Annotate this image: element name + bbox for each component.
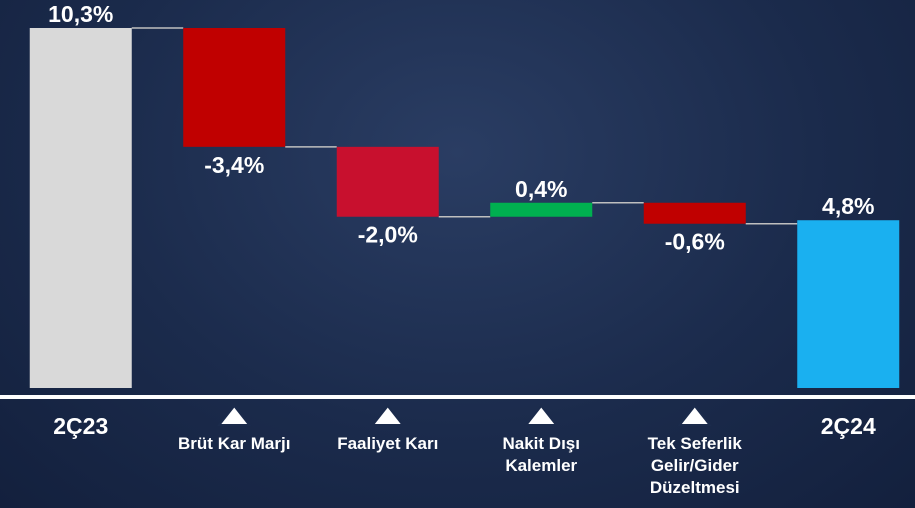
bar: [490, 202, 593, 217]
bar: [797, 220, 900, 388]
bar: [336, 146, 439, 217]
delta-icon: [677, 404, 712, 426]
value-label: -3,4%: [204, 152, 264, 178]
delta-icon: [524, 404, 559, 426]
category-label: Faaliyet Karı: [337, 434, 439, 453]
value-label: 10,3%: [48, 1, 113, 27]
delta-icon: [370, 404, 405, 426]
value-label: -0,6%: [665, 229, 725, 255]
bar: [643, 202, 746, 224]
category-label: Nakit Dışı Kalemler: [502, 434, 580, 475]
category-label: 2Ç23: [53, 413, 109, 439]
bar: [183, 28, 286, 147]
delta-icon: [217, 404, 252, 426]
category-label: Brüt Kar Marjı: [178, 434, 291, 453]
bar: [29, 28, 132, 388]
value-label: -2,0%: [358, 222, 418, 248]
category-label: Tek Seferlik Gelir/Gider Düzeltmesi: [647, 434, 742, 497]
value-label: 0,4%: [515, 176, 567, 202]
category-label: 2Ç24: [820, 413, 876, 439]
value-label: 4,8%: [822, 193, 874, 219]
